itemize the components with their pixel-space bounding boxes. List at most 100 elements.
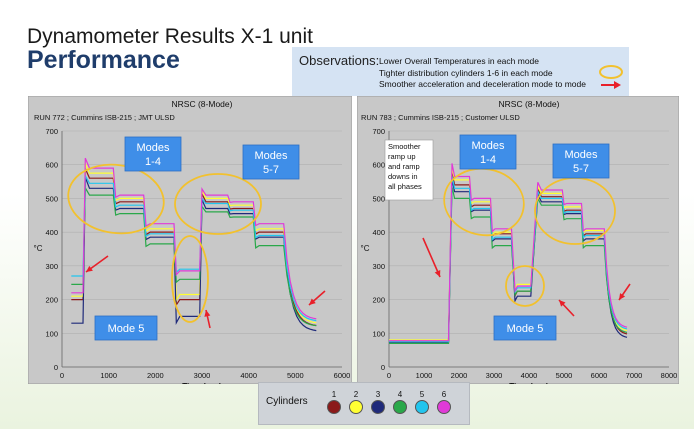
legend-number: 1 [331,390,337,399]
legend-swatch [327,400,341,414]
ellipse-icon [443,167,525,237]
legend-item-cylinder-2: 2 [347,390,365,414]
x-tick-label: 2000 [451,371,468,380]
x-axis-label: Time (sec) [509,382,549,384]
note-text-line: and ramp [388,162,420,171]
y-tick-label: 400 [45,228,58,237]
callout-label: Mode 5 [507,323,544,335]
arrow-head [309,298,316,305]
note-text-line: all phases [388,182,422,191]
series-cylinder-5 [389,175,628,343]
arrow-head [86,265,93,272]
legend-number: 5 [419,390,425,399]
callout-label: Modes [471,140,505,152]
y-tick-label: 100 [45,329,58,338]
arrow-icon [308,290,326,306]
series-cylinder-2 [71,163,317,324]
arrow-head [619,293,626,300]
legend-title: Cylinders [266,396,308,407]
observations-heading: Observations: [299,53,380,68]
y-tick-label: 600 [372,161,385,170]
y-tick-label: 600 [45,161,58,170]
note-text-line: ramp up [388,152,416,161]
x-tick-label: 0 [60,371,64,380]
x-tick-label: 3000 [486,371,503,380]
y-tick-label: 300 [45,262,58,271]
ellipse-icon [505,265,545,307]
callout-label: 1-4 [480,154,496,166]
legend-swatch [371,400,385,414]
x-tick-label: 4000 [240,371,257,380]
ellipse-icon [599,65,623,79]
callout-label: Modes [254,150,288,162]
cylinders-legend: Cylinders 1 2 3 4 5 6 [258,382,470,425]
x-tick-label: 5000 [287,371,304,380]
arrow-icon [204,309,211,329]
observation-line-1: Lower Overall Temperatures in each mode [379,56,540,66]
y-tick-label: 100 [372,329,385,338]
x-tick-label: 1000 [100,371,117,380]
arrow-icon [558,299,575,317]
legend-number: 2 [353,390,359,399]
arrow-icon [85,255,109,273]
x-tick-label: 1000 [416,371,433,380]
callout-label: 5-7 [573,163,589,175]
series-cylinder-3 [71,177,317,332]
x-tick-label: 3000 [194,371,211,380]
chart-title: NRSC (8-Mode) [172,99,233,109]
y-tick-label: 400 [372,228,385,237]
arrow-head [559,300,566,307]
ellipse-icon [67,163,165,235]
callout-label: Mode 5 [108,323,145,335]
y-tick-label: 500 [372,194,385,203]
chart-subtitle: RUN 772 ; Cummins ISB-215 ; JMT ULSD [34,113,175,122]
note-box [384,139,434,201]
observations-marks [599,65,623,89]
observation-line-2: Tighter distribution cylinders 1-6 in ea… [379,68,553,78]
x-tick-label: 8000 [661,371,678,380]
arrow-shaft [422,237,441,278]
y-tick-label: 700 [372,127,385,136]
legend-item-cylinder-1: 1 [325,390,343,414]
arrow-icon [422,237,441,278]
y-tick-label: 700 [45,127,58,136]
series-cylinder-4 [71,185,317,327]
ellipse-icon [174,173,262,235]
series-cylinder-5 [71,173,317,322]
legend-number: 4 [397,390,403,399]
x-tick-label: 7000 [626,371,643,380]
chart-title: NRSC (8-Mode) [499,99,560,109]
callout-box [493,315,557,341]
slide-title: Dynamometer Results X-1 unit [27,25,313,48]
y-tick-label: 300 [372,262,385,271]
legend-number: 6 [441,390,447,399]
y-tick-label: 500 [45,194,58,203]
y-tick-label: 0 [54,363,58,372]
legend-swatch [415,400,429,414]
callout-box [124,136,182,172]
legend-item-cylinder-5: 5 [413,390,431,414]
x-tick-label: 5000 [556,371,573,380]
x-tick-label: 2000 [147,371,164,380]
note-text-line: downs in [388,172,418,181]
callout-box [242,144,300,180]
callout-box [552,143,610,179]
arrow-icon [618,283,631,301]
legend-item-cylinder-3: 3 [369,390,387,414]
x-tick-label: 6000 [591,371,608,380]
legend-swatch [393,400,407,414]
callout-box [459,134,517,170]
observations-box: Observations: Lower Overall Temperatures… [292,47,629,96]
arrow-icon [601,81,621,89]
legend-item-cylinder-4: 4 [391,390,409,414]
chart-panel-run-783: NRSC (8-Mode) RUN 783 ; Cummins ISB-215 ;… [357,96,679,384]
chart-subtitle: RUN 783 ; Cummins ISB-215 ; Customer ULS… [361,113,520,122]
x-tick-label: 4000 [521,371,538,380]
legend-number: 3 [375,390,381,399]
callout-box [94,315,158,341]
y-axis-label: °C [34,244,43,253]
y-axis-label: °C [361,244,370,253]
legend-item-cylinder-6: 6 [435,390,453,414]
x-tick-label: 0 [387,371,391,380]
